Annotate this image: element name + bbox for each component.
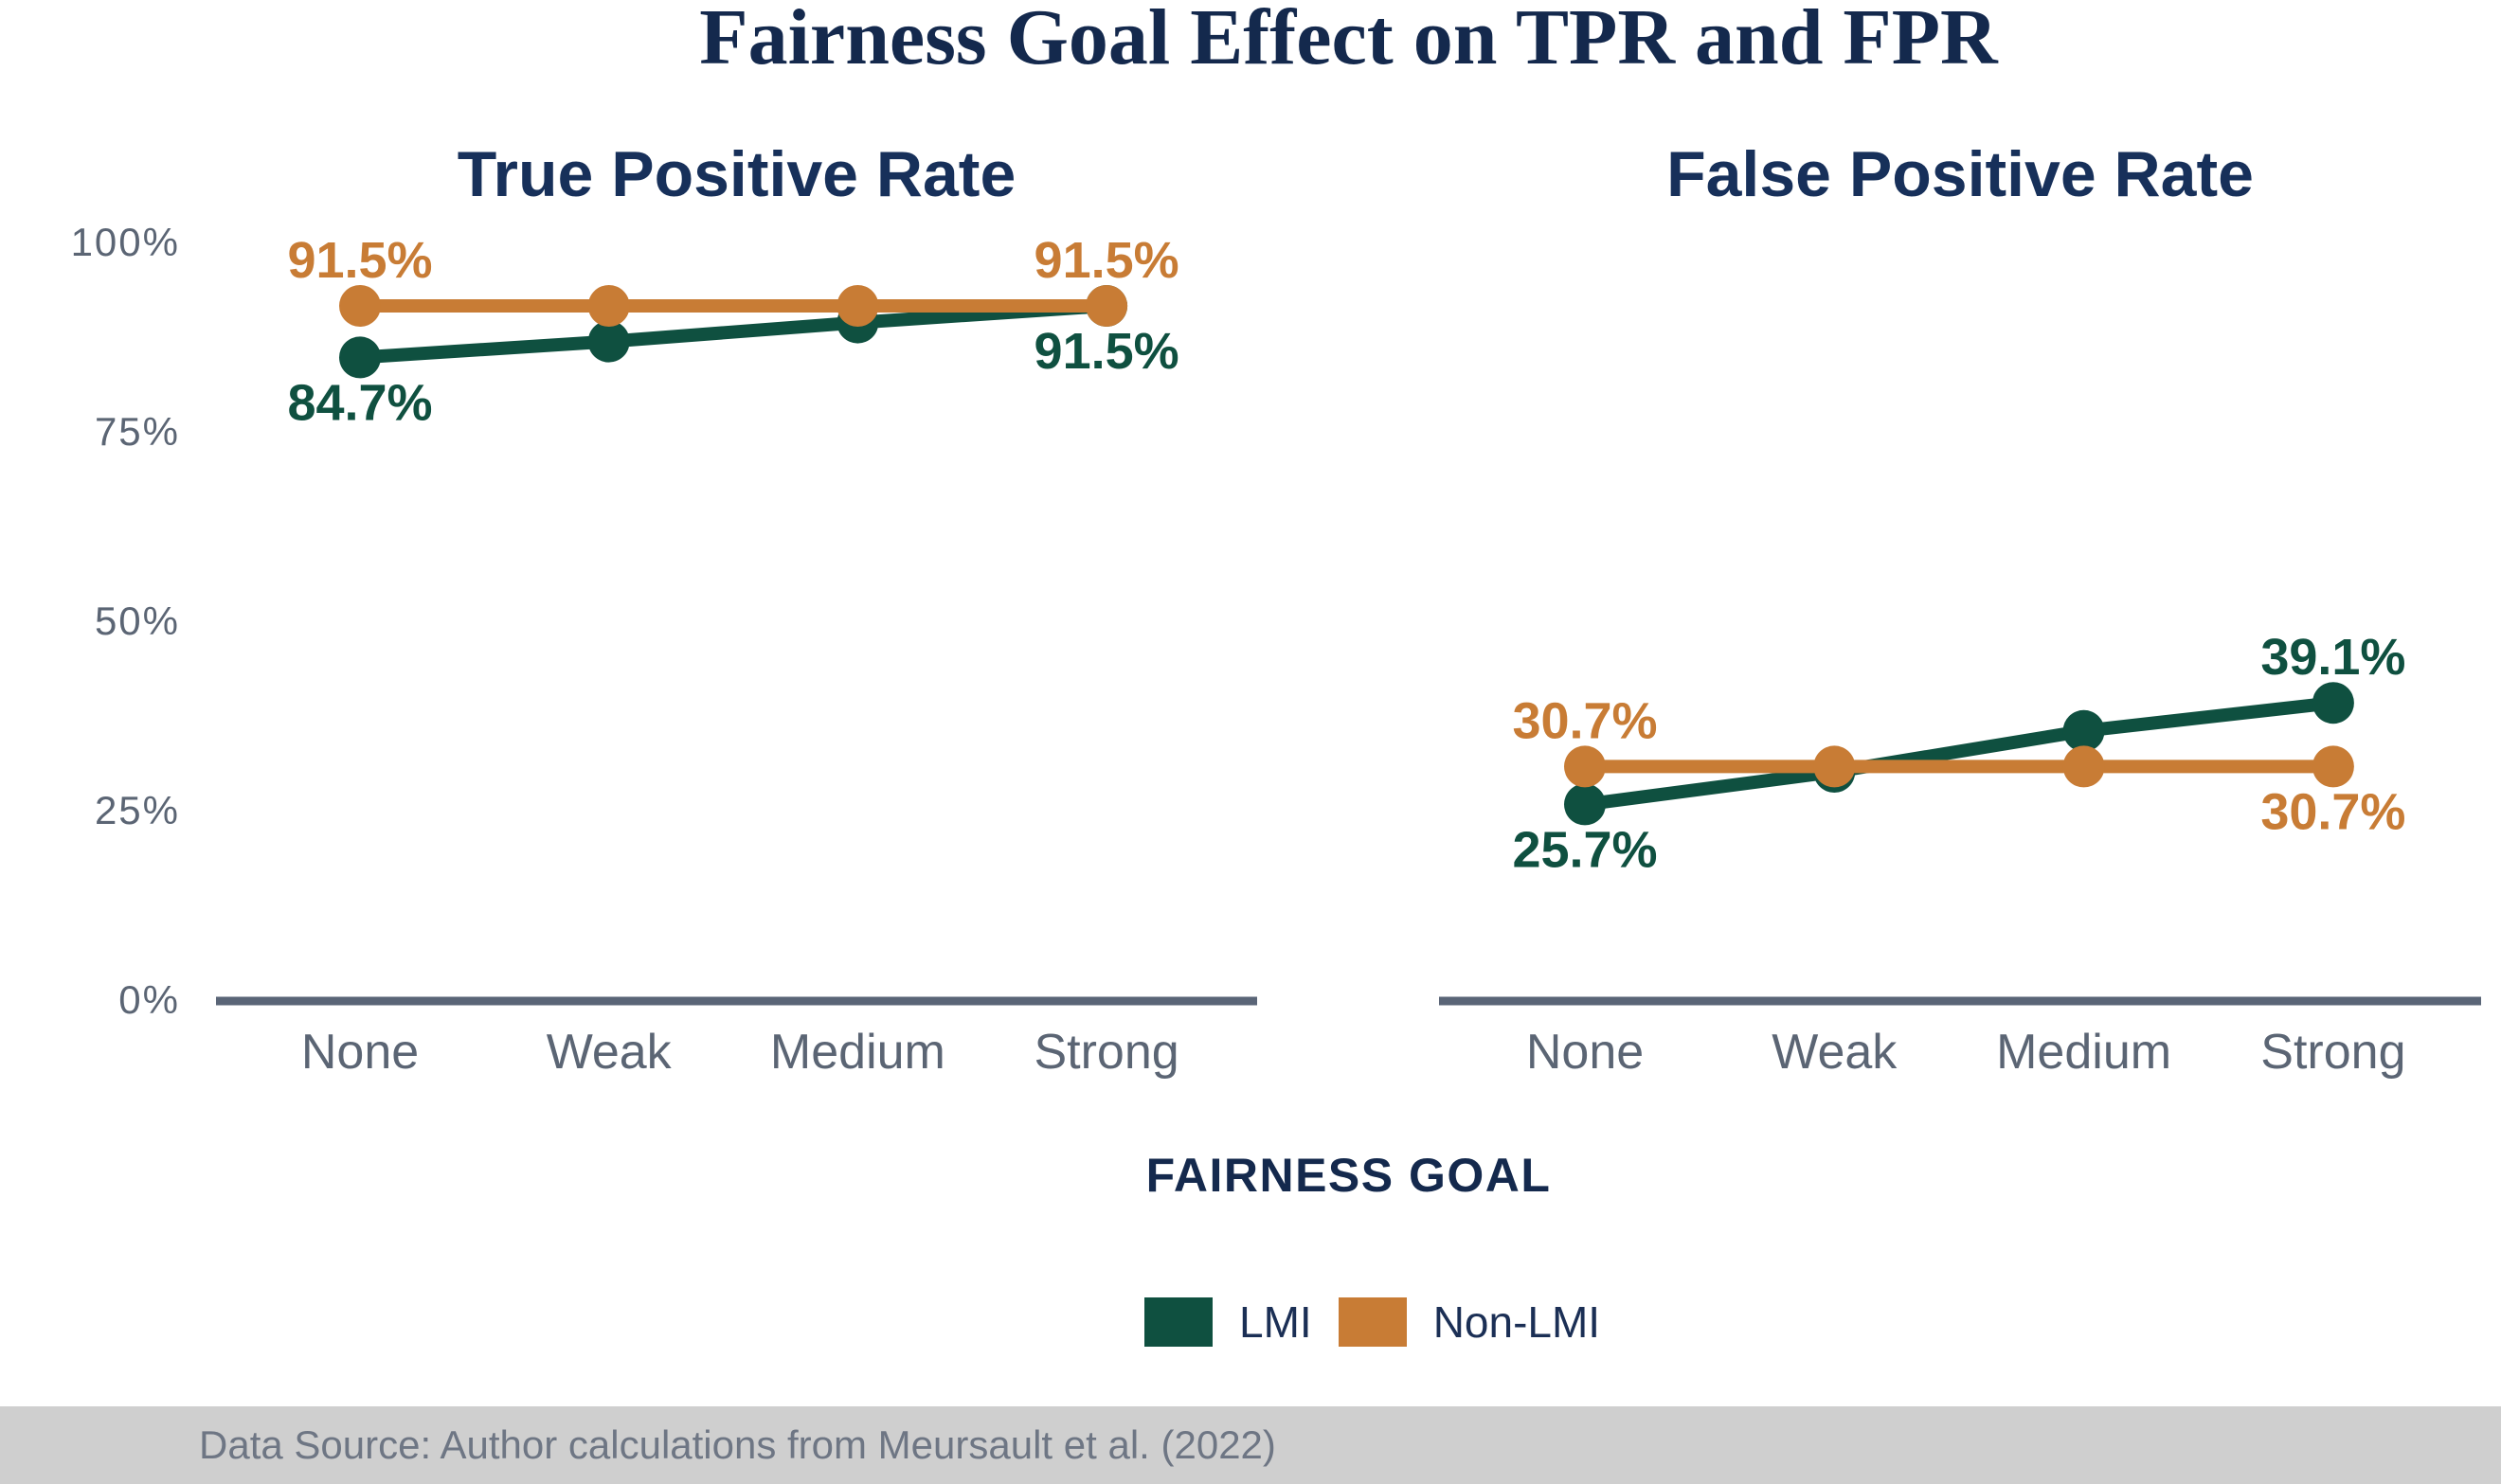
- value-label: 39.1%: [2260, 629, 2405, 686]
- data-source-text: Data Source: Author calculations from Me…: [199, 1422, 1276, 1467]
- value-label: 30.7%: [1512, 692, 1657, 749]
- x-tick-label: None: [1526, 1025, 1644, 1080]
- data-point-lmi: [587, 320, 630, 363]
- y-tick-label: 50%: [95, 599, 180, 643]
- data-point-non-lmi: [2312, 745, 2354, 788]
- x-tick-label: Strong: [1034, 1025, 1179, 1080]
- data-point-non-lmi: [837, 285, 879, 327]
- y-tick-label: 0%: [118, 977, 180, 1022]
- x-tick-label: Weak: [1772, 1025, 1898, 1080]
- legend-label-non-lmi: Non-LMI: [1432, 1297, 1601, 1347]
- value-label: 84.7%: [287, 374, 432, 431]
- data-point-lmi: [1564, 783, 1606, 826]
- page-title: Fairness Goal Effect on TPR and FPR: [699, 0, 1998, 81]
- y-tick-label: 25%: [95, 788, 180, 832]
- data-point-lmi: [339, 336, 381, 379]
- data-point-non-lmi: [339, 285, 381, 327]
- y-tick-label: 75%: [95, 409, 180, 454]
- legend: LMI Non-LMI: [1144, 1297, 1600, 1347]
- x-tick-label: None: [301, 1025, 419, 1080]
- data-point-non-lmi: [587, 285, 630, 327]
- data-point-lmi: [2062, 709, 2105, 752]
- chart-title-tpr: True Positive Rate: [457, 138, 1017, 210]
- data-point-non-lmi: [1086, 285, 1128, 327]
- x-tick-label: Medium: [1996, 1025, 2171, 1080]
- y-tick-label: 100%: [71, 220, 180, 264]
- footer-bar: Data Source: Author calculations from Me…: [0, 1406, 2501, 1484]
- legend-swatch-non-lmi: [1338, 1297, 1407, 1347]
- value-label: 91.5%: [1035, 232, 1179, 289]
- x-tick-label: Weak: [547, 1025, 673, 1080]
- series-line-lmi: [359, 299, 1107, 365]
- value-label: 25.7%: [1512, 821, 1657, 878]
- series-line-lmi: [1584, 696, 2334, 812]
- value-label: 30.7%: [2260, 783, 2405, 840]
- value-label: 91.5%: [1035, 323, 1179, 380]
- legend-label-lmi: LMI: [1239, 1297, 1312, 1347]
- x-axis-title: FAIRNESS GOAL: [1145, 1149, 1552, 1202]
- data-point-lmi: [2312, 682, 2354, 724]
- legend-swatch-lmi: [1144, 1297, 1213, 1347]
- data-point-non-lmi: [1813, 745, 1856, 788]
- data-point-non-lmi: [1564, 745, 1606, 788]
- value-label: 91.5%: [287, 232, 432, 289]
- x-tick-label: Strong: [2260, 1025, 2405, 1080]
- chart-title-fpr: False Positive Rate: [1666, 138, 2254, 210]
- x-tick-label: Medium: [770, 1025, 945, 1080]
- data-point-non-lmi: [2062, 745, 2105, 788]
